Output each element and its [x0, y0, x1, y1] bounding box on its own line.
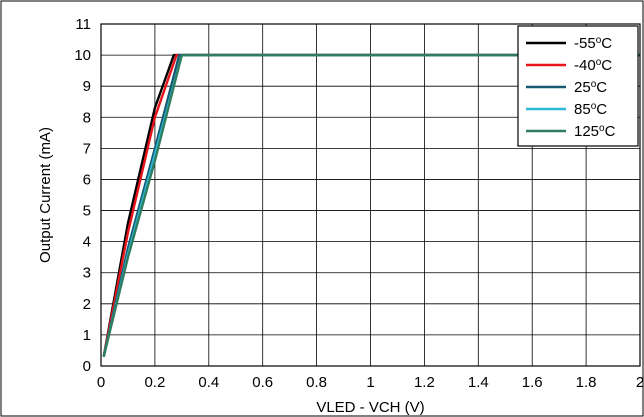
x-tick-label: 1.6	[522, 374, 543, 391]
x-tick-label: 0.6	[252, 374, 273, 391]
series-line-125	[102, 53, 640, 357]
legend-label-value: 125	[574, 123, 599, 140]
y-tick-label: 8	[83, 109, 91, 126]
x-tick-label: 0.4	[198, 374, 219, 391]
x-tick-labels: 0 0.2 0.4 0.6 0.8 1 1.2 1.4 1.6 1.8 2	[97, 374, 644, 391]
x-axis-label: VLED - VCH (V)	[316, 399, 424, 416]
y-tick-label: 6	[83, 171, 91, 188]
x-tick-label: 1.2	[414, 374, 435, 391]
legend-label-unit: C	[596, 79, 607, 96]
legend-label-value: -40	[574, 57, 596, 74]
x-tick-label: 0	[97, 374, 105, 391]
y-tick-label: 11	[75, 16, 91, 33]
degree-symbol: o	[596, 35, 602, 46]
y-tick-label: 2	[83, 296, 91, 313]
x-tick-label: 2	[636, 374, 644, 391]
legend-label-unit: C	[601, 35, 612, 52]
degree-symbol: o	[591, 101, 597, 112]
x-tick-label: 1	[366, 374, 374, 391]
degree-symbol: o	[596, 57, 602, 68]
legend-label-value: -55	[574, 35, 596, 52]
y-tick-label: 9	[83, 78, 91, 95]
legend-label-value: 85	[574, 101, 591, 118]
legend-label: 85oC	[574, 101, 607, 118]
legend-label-unit: C	[605, 123, 616, 140]
legend-label: -55oC	[574, 35, 612, 52]
y-tick-label: 4	[83, 234, 91, 251]
y-axis-label: Output Current (mA)	[37, 127, 54, 263]
legend-label-unit: C	[596, 101, 607, 118]
y-tick-label: 3	[83, 265, 91, 282]
y-tick-label: 5	[83, 203, 91, 220]
legend-label: 25oC	[574, 79, 607, 96]
legend-label-unit: C	[601, 57, 612, 74]
y-tick-labels: 0 1 2 3 4 5 6 7 8 9 10 11	[74, 16, 91, 375]
legend-label: 125oC	[574, 123, 616, 140]
x-tick-label: 1.8	[576, 374, 597, 391]
y-tick-label: 1	[83, 327, 91, 344]
y-tick-label: 7	[83, 140, 91, 157]
x-tick-label: 1.4	[468, 374, 489, 391]
plot-frame	[100, 23, 641, 367]
degree-symbol: o	[591, 79, 597, 90]
legend-label: -40oC	[574, 57, 612, 74]
y-tick-label: 10	[74, 47, 91, 64]
x-tick-label: 0.2	[144, 374, 165, 391]
series-lines	[102, 53, 640, 357]
legend-label-value: 25	[574, 79, 591, 96]
x-tick-label: 0.8	[306, 374, 327, 391]
degree-symbol: o	[599, 123, 605, 134]
y-tick-label: 0	[83, 358, 91, 375]
